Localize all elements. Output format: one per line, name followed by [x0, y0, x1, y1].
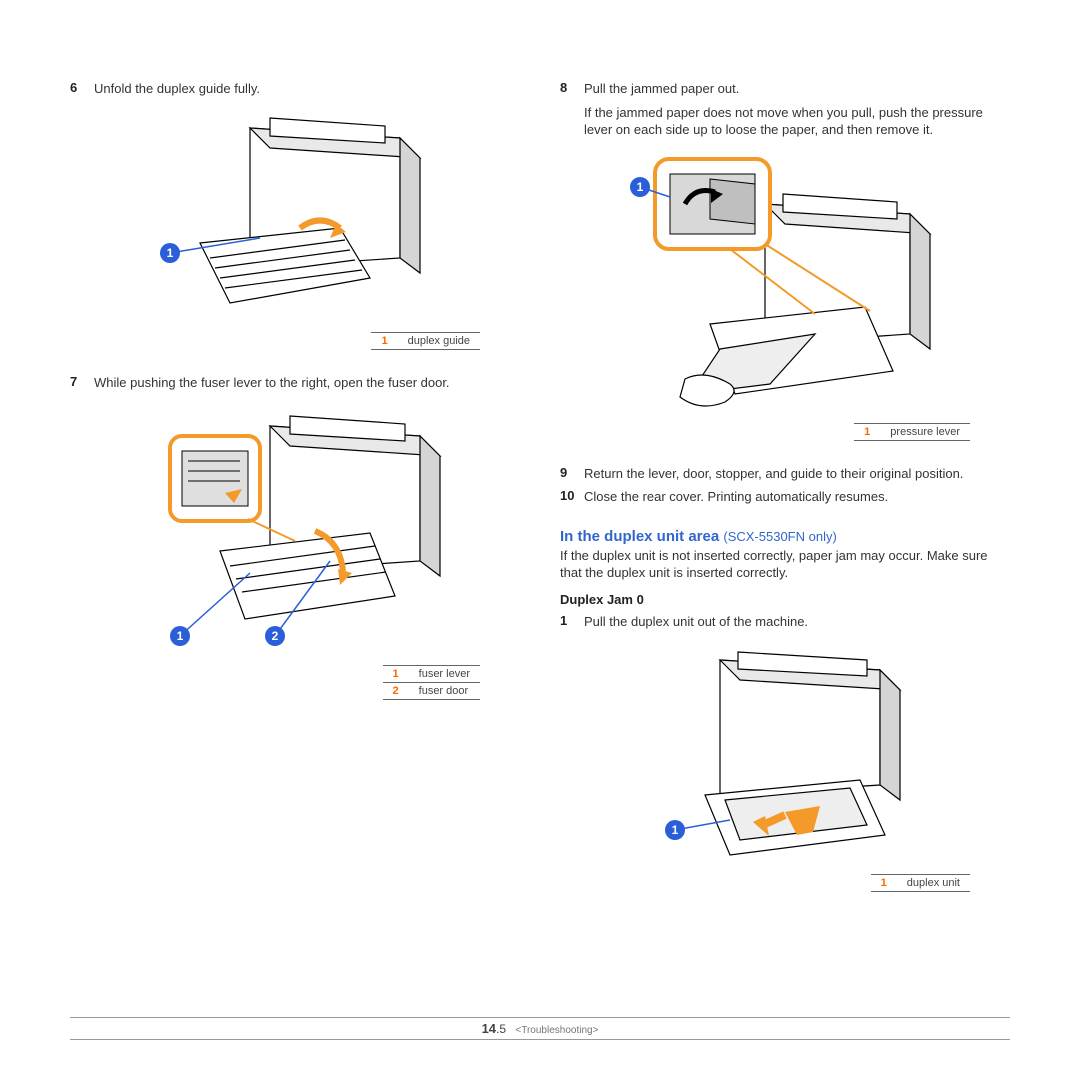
printer-fuser-door-illustration: 1 2 [130, 401, 460, 661]
step-number: 9 [560, 465, 584, 483]
step-number: 7 [70, 374, 94, 392]
step-text: Close the rear cover. Printing automatic… [584, 488, 888, 506]
svg-text:1: 1 [637, 180, 644, 194]
step-text: Pull the duplex unit out of the machine. [584, 613, 808, 631]
legend-label: duplex guide [398, 332, 480, 349]
svg-text:1: 1 [177, 629, 184, 643]
page-footer: 14.5 <Troubleshooting> [70, 1017, 1010, 1040]
legend-num: 1 [854, 423, 880, 440]
legend-step8: 1 pressure lever [854, 423, 1010, 441]
step-number: 6 [70, 80, 94, 98]
legend-num: 1 [871, 875, 897, 892]
figure-duplex-unit: 1 1 duplex unit [560, 640, 1010, 908]
legend-label: fuser lever [409, 666, 480, 683]
step-number: 10 [560, 488, 584, 506]
step-text: Unfold the duplex guide fully. [94, 80, 260, 98]
breadcrumb: <Troubleshooting> [515, 1025, 598, 1036]
step-number: 1 [560, 613, 584, 631]
step-6: 6 Unfold the duplex guide fully. [70, 80, 520, 98]
printer-duplex-unit-illustration: 1 [635, 640, 935, 870]
legend-label: fuser door [409, 683, 480, 700]
legend-label: pressure lever [880, 423, 970, 440]
two-column-layout: 6 Unfold the duplex guide fully. [70, 80, 1010, 916]
step-d1: 1 Pull the duplex unit out of the machin… [560, 613, 1010, 631]
step-7: 7 While pushing the fuser lever to the r… [70, 374, 520, 392]
figure-step8: 1 1 pressure lever [560, 149, 1010, 457]
legend-duplex-unit: 1 duplex unit [871, 874, 1010, 892]
step-9: 9 Return the lever, door, stopper, and g… [560, 465, 1010, 483]
right-column: 8 Pull the jammed paper out. If the jamm… [560, 80, 1010, 916]
page-number-major: 14 [482, 1021, 496, 1036]
heading-main: In the duplex unit area [560, 528, 719, 545]
heading-paren: (SCX-5530FN only) [723, 529, 836, 544]
manual-page: 6 Unfold the duplex guide fully. [0, 0, 1080, 1080]
svg-text:1: 1 [672, 823, 679, 837]
subheading-duplex-jam: Duplex Jam 0 [560, 592, 1010, 607]
step-number: 8 [560, 80, 584, 98]
step-8: 8 Pull the jammed paper out. [560, 80, 1010, 98]
printer-pressure-lever-illustration: 1 [615, 149, 955, 419]
section-body: If the duplex unit is not inserted corre… [560, 547, 1010, 582]
legend-num: 1 [371, 332, 397, 349]
printer-duplex-guide-illustration: 1 [140, 108, 450, 328]
legend-step6: 1 duplex guide [371, 332, 520, 350]
figure-step6: 1 1 duplex guide [70, 108, 520, 366]
left-column: 6 Unfold the duplex guide fully. [70, 80, 520, 916]
page-number-minor: .5 [496, 1022, 506, 1036]
step-text: Pull the jammed paper out. [584, 80, 739, 98]
step-text: While pushing the fuser lever to the rig… [94, 374, 450, 392]
step-text: Return the lever, door, stopper, and gui… [584, 465, 963, 483]
legend-label: duplex unit [897, 875, 970, 892]
svg-text:1: 1 [167, 246, 174, 260]
legend-step7: 1 fuser lever 2 fuser door [383, 665, 520, 700]
section-heading-duplex-area: In the duplex unit area (SCX-5530FN only… [560, 528, 1010, 545]
step-8-followup: If the jammed paper does not move when y… [584, 104, 1010, 139]
legend-num: 2 [383, 683, 409, 700]
svg-text:2: 2 [272, 629, 279, 643]
legend-num: 1 [383, 666, 409, 683]
step-10: 10 Close the rear cover. Printing automa… [560, 488, 1010, 506]
figure-step7: 1 2 1 fuser lever 2 fuser door [70, 401, 520, 716]
